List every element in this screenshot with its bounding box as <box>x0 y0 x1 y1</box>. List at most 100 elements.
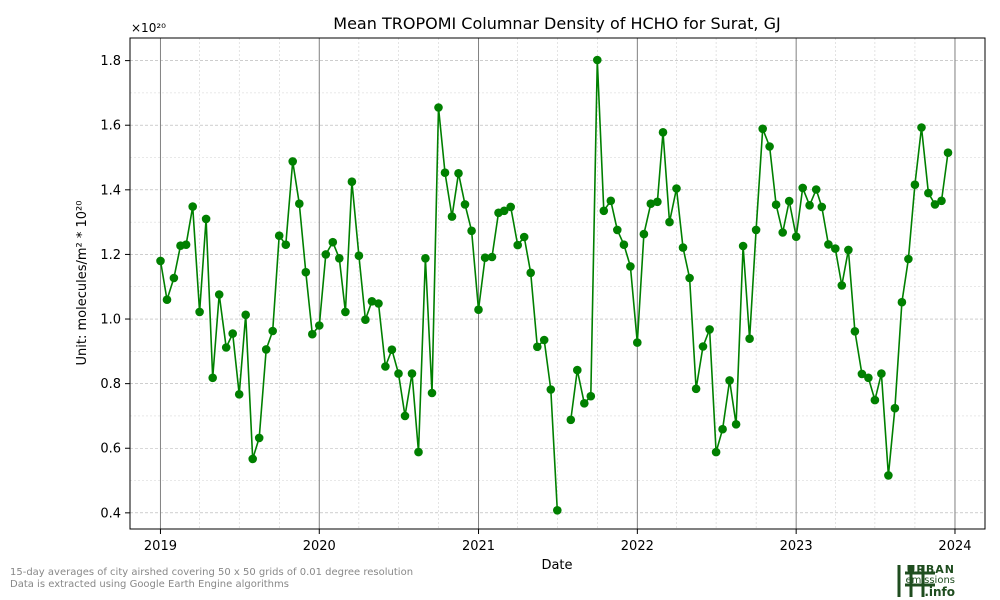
data-point <box>421 253 430 263</box>
data-point <box>573 365 582 375</box>
data-point <box>526 268 535 278</box>
data-point <box>586 391 596 401</box>
logo-word-urban: URBAN <box>906 563 955 576</box>
data-point <box>427 388 437 398</box>
data-point <box>519 232 529 242</box>
data-point <box>487 252 497 262</box>
series-line <box>570 59 949 477</box>
data-point <box>188 202 197 211</box>
y-axis-ticks: 0.4 0.6 0.8 1.0 1.2 1.4 1.6 1.8 <box>100 54 130 521</box>
data-point <box>248 454 257 464</box>
data-point <box>711 447 721 457</box>
data-point <box>738 241 748 251</box>
data-point <box>288 157 298 166</box>
urban-emissions-logo: URBAN emissions .info <box>897 563 999 599</box>
data-point <box>646 199 656 208</box>
data-point <box>831 244 840 253</box>
data-point <box>347 177 357 186</box>
data-point <box>467 226 476 236</box>
data-point <box>870 395 880 405</box>
y-tick-label: 1.8 <box>100 54 121 69</box>
data-point <box>751 225 761 235</box>
data-point <box>639 229 649 239</box>
y-tick-label: 0.8 <box>100 377 121 392</box>
hcho-series <box>156 55 953 515</box>
x-tick-label: 2021 <box>462 539 495 554</box>
data-point <box>705 325 714 334</box>
data-point <box>169 273 179 283</box>
data-point <box>778 228 787 237</box>
data-point <box>745 334 754 344</box>
data-point <box>930 200 940 209</box>
y-tick-label: 0.4 <box>100 506 121 521</box>
data-point <box>685 273 694 283</box>
x-axis-ticks: 2019 2020 2021 2022 2023 2024 <box>144 529 972 554</box>
data-point <box>201 214 211 224</box>
data-point <box>805 201 814 210</box>
data-point <box>367 297 377 306</box>
footnote-source: Data is extracted using Google Earth Eng… <box>10 579 289 590</box>
data-point <box>653 197 662 207</box>
data-point <box>308 329 317 339</box>
data-point <box>924 188 933 198</box>
data-point <box>566 415 576 425</box>
data-point <box>864 373 873 383</box>
data-point <box>784 196 794 206</box>
data-point <box>613 225 622 235</box>
data-point <box>474 305 483 315</box>
data-point <box>798 183 807 193</box>
logo-word-emissions: emissions <box>905 575 955 586</box>
data-point <box>539 335 549 345</box>
data-point <box>678 243 688 252</box>
data-point <box>619 240 629 249</box>
data-point <box>335 253 344 263</box>
data-point <box>910 180 920 189</box>
y-tick-label: 1.2 <box>100 248 121 263</box>
footnote-resolution: 15-day averages of city airshed covering… <box>10 567 414 578</box>
data-point <box>844 245 853 255</box>
data-point <box>606 196 616 206</box>
data-point <box>321 250 331 259</box>
y-tick-label: 1.0 <box>100 313 121 328</box>
data-point <box>857 369 867 379</box>
data-point <box>897 297 907 307</box>
data-point <box>228 329 237 338</box>
data-point <box>315 321 324 330</box>
data-point <box>626 262 635 271</box>
data-point <box>837 281 847 290</box>
data-point <box>718 424 727 434</box>
data-point <box>381 362 390 371</box>
data-point <box>241 310 250 320</box>
data-point <box>480 253 490 262</box>
data-point <box>214 290 224 299</box>
chart-title: Mean TROPOMI Columnar Density of HCHO fo… <box>333 14 780 33</box>
data-point <box>725 376 734 385</box>
y-tick-label: 1.6 <box>100 119 121 134</box>
logo-word-info: .info <box>924 585 955 599</box>
x-tick-label: 2024 <box>938 539 971 554</box>
data-point <box>261 345 271 354</box>
y-axis-label: Unit: molecules/m² * 10²⁰ <box>75 201 90 366</box>
y-tick-label: 0.6 <box>100 442 121 457</box>
data-point <box>328 237 338 247</box>
x-tick-label: 2019 <box>144 539 177 554</box>
data-point <box>580 399 589 408</box>
data-point <box>943 148 953 157</box>
data-point <box>295 199 304 208</box>
plot-frame <box>129 37 986 530</box>
data-point <box>460 200 470 209</box>
data-point <box>499 206 509 216</box>
data-point <box>434 103 443 112</box>
data-point <box>268 326 278 336</box>
data-point <box>811 185 821 194</box>
data-point <box>162 295 172 305</box>
data-point <box>506 202 515 212</box>
data-point <box>447 212 457 221</box>
data-point <box>394 369 403 378</box>
data-point <box>533 342 542 352</box>
data-point <box>440 168 450 177</box>
data-point <box>513 240 522 250</box>
data-point <box>156 256 165 266</box>
data-point <box>904 254 913 264</box>
